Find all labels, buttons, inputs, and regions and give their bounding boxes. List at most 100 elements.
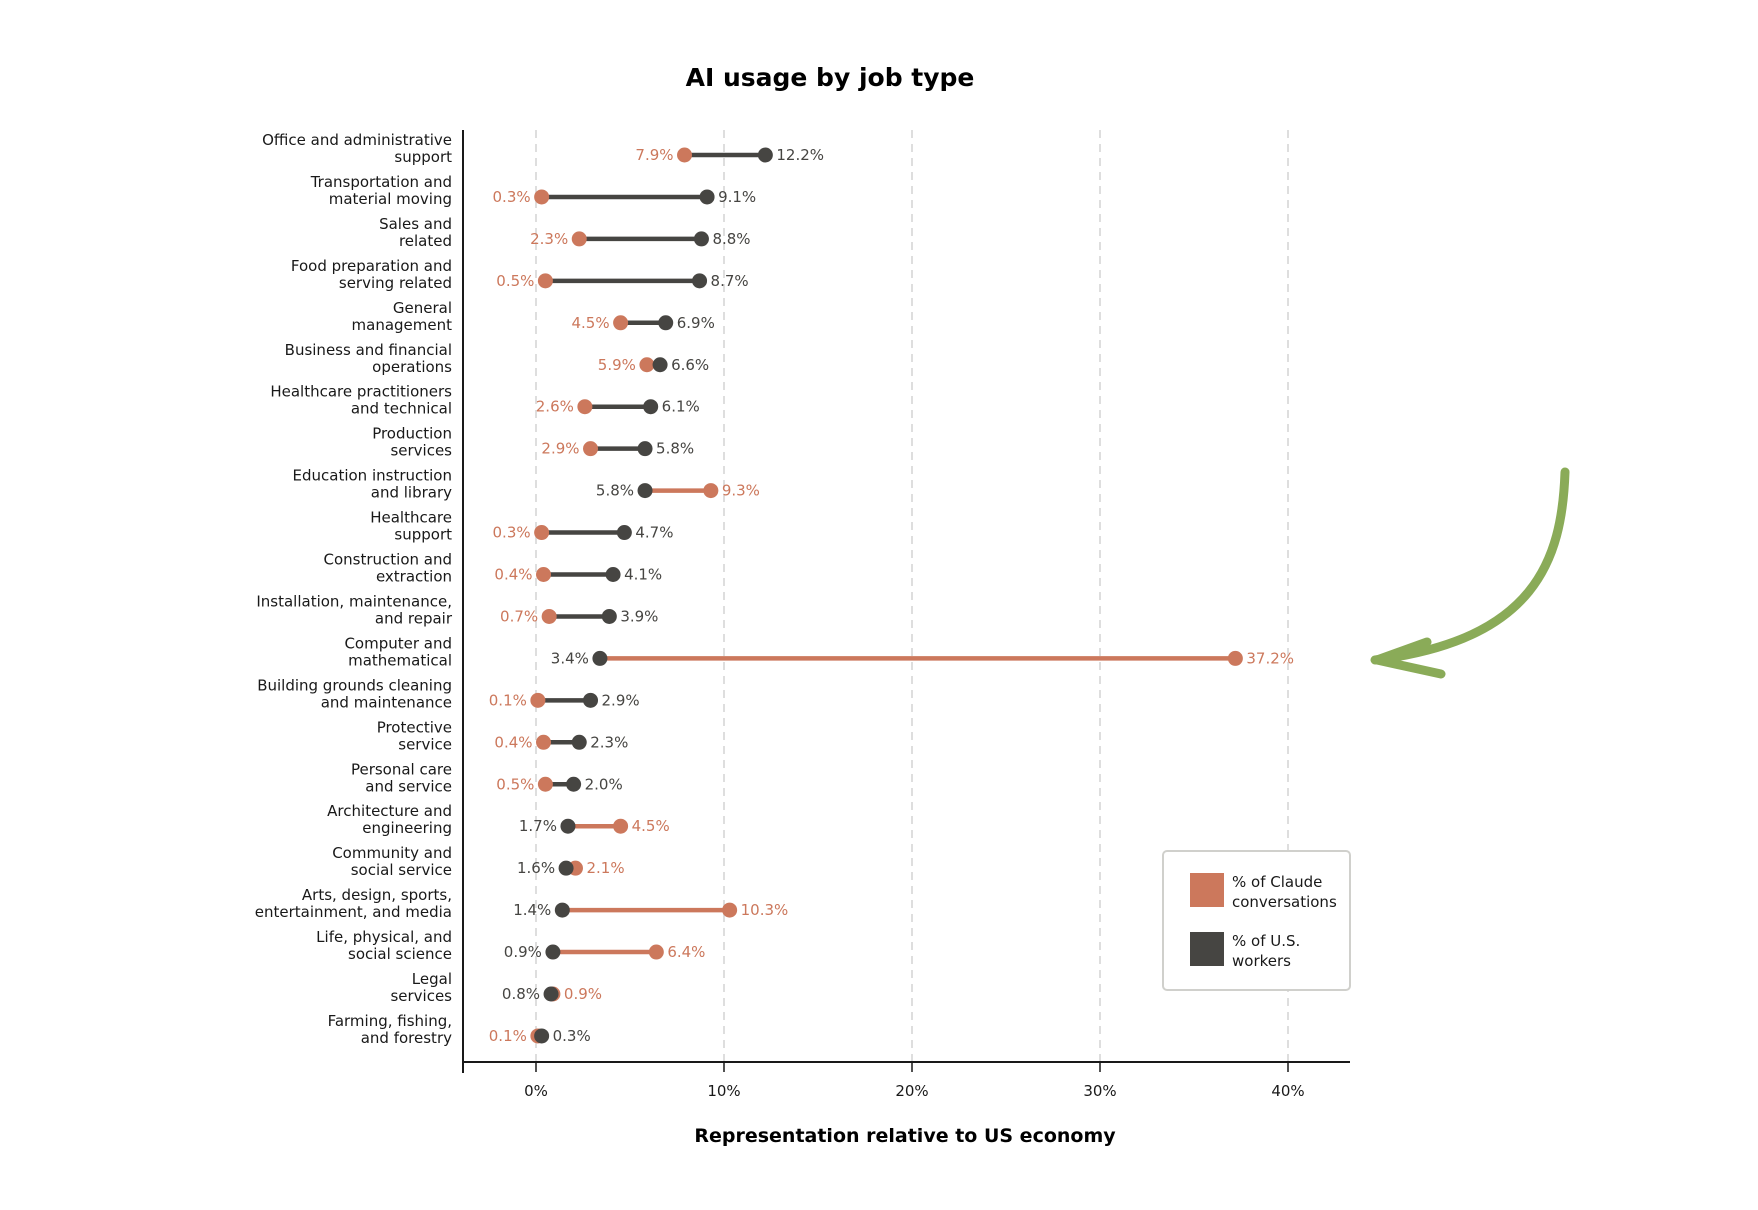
legend-swatch-workers	[1190, 932, 1224, 966]
claude-dot	[530, 692, 546, 708]
data-row: Life, physical, and social science 0.9% 6.4…	[316, 928, 705, 963]
workers-value-label: 2.0%	[585, 775, 623, 793]
category-label: Protective service	[377, 718, 452, 753]
category-label-line: Healthcare practitioners	[270, 383, 452, 401]
category-label-line: and forestry	[361, 1029, 452, 1047]
data-row: Legal services 0.8% 0.9%	[390, 970, 602, 1005]
workers-dot	[583, 692, 599, 708]
data-row: General management 4.5% 6.9%	[352, 299, 715, 334]
workers-value-label: 0.9%	[504, 943, 542, 961]
category-label-line: material moving	[329, 190, 452, 208]
category-label-line: services	[390, 442, 452, 460]
category-label-line: Installation, maintenance,	[256, 592, 452, 610]
workers-dot	[560, 818, 576, 834]
workers-dot	[545, 944, 561, 960]
category-label: Community and social service	[332, 844, 452, 879]
legend-label-claude: % of Claude conversations	[1232, 873, 1337, 911]
claude-dot	[537, 273, 553, 289]
legend-label-line: % of Claude	[1232, 873, 1322, 891]
category-label-line: Community and	[332, 844, 452, 862]
claude-value-label: 2.1%	[586, 859, 624, 877]
claude-dot	[677, 147, 693, 163]
category-label-line: Business and financial	[285, 341, 452, 359]
workers-value-label: 1.4%	[513, 901, 551, 919]
workers-value-label: 2.9%	[602, 691, 640, 709]
category-label: Computer and mathematical	[344, 634, 452, 669]
claude-dot	[613, 315, 629, 331]
data-row: Building grounds cleaning and maintenance…	[257, 676, 639, 711]
category-label-line: Computer and	[344, 634, 452, 652]
data-row: Installation, maintenance, and repair 0.7%…	[256, 592, 658, 627]
category-label: Healthcare practitioners and technical	[270, 383, 452, 418]
category-label-line: mathematical	[348, 651, 452, 669]
workers-dot	[699, 189, 715, 205]
claude-dot	[536, 734, 552, 750]
workers-dot	[601, 608, 617, 624]
data-row: Computer and mathematical 3.4% 37.2%	[344, 634, 1294, 669]
workers-value-label: 3.4%	[551, 649, 589, 667]
data-row: Arts, design, sports, entertainment, and …	[255, 886, 789, 921]
legend-label-workers: % of U.S. workers	[1232, 932, 1300, 970]
category-label-line: Arts, design, sports,	[302, 886, 452, 904]
claude-value-label: 0.3%	[493, 524, 531, 542]
data-row: Community and social service 1.6% 2.1%	[332, 844, 624, 879]
category-label: Installation, maintenance, and repair	[256, 592, 452, 627]
claude-value-label: 0.3%	[493, 188, 531, 206]
category-label-line: Transportation and	[310, 173, 452, 191]
legend-swatch-claude	[1190, 873, 1224, 907]
data-row: Healthcare practitioners and technical 2.6…	[270, 383, 699, 418]
claude-dot	[537, 776, 553, 792]
arrow-curve	[1370, 467, 1570, 665]
category-label-line: Farming, fishing,	[328, 1012, 452, 1030]
category-label: Production services	[372, 425, 452, 460]
legend-label-line: % of U.S.	[1232, 932, 1300, 950]
workers-value-label: 3.9%	[620, 607, 658, 625]
category-label-line: and maintenance	[321, 693, 452, 711]
category-label: Office and administrative support	[262, 131, 452, 166]
category-label: Architecture and engineering	[327, 802, 452, 837]
category-label: Building grounds cleaning and maintenance	[257, 676, 452, 711]
category-label: Business and financial operations	[285, 341, 453, 376]
category-label: Life, physical, and social science	[316, 928, 452, 963]
claude-value-label: 6.4%	[667, 943, 705, 961]
workers-value-label: 12.2%	[776, 146, 824, 164]
claude-value-label: 2.3%	[530, 230, 568, 248]
claude-value-label: 0.4%	[494, 733, 532, 751]
data-row: Farming, fishing, and forestry 0.1% 0.3%	[328, 1012, 591, 1047]
data-rows: Office and administrative support 7.9% 12.2…	[255, 131, 1294, 1047]
category-label: Healthcare support	[370, 509, 452, 544]
workers-value-label: 1.6%	[517, 859, 555, 877]
axes: 0% 10% 20% 30% 40%	[462, 130, 1350, 1100]
category-label: Legal services	[390, 970, 452, 1005]
workers-value-label: 6.9%	[677, 314, 715, 332]
workers-value-label: 4.7%	[635, 524, 673, 542]
data-row: Transportation and material moving 0.3% 9.1…	[310, 173, 757, 208]
category-label: Construction and extraction	[324, 551, 453, 586]
x-tick-label: 40%	[1271, 1082, 1304, 1100]
category-label: Education instruction and library	[293, 467, 453, 502]
legend: % of Claude conversations % of U.S. workers	[1162, 850, 1351, 991]
category-label-line: support	[394, 526, 452, 544]
workers-dot	[605, 567, 621, 582]
claude-dot	[583, 441, 599, 457]
workers-dot	[571, 734, 587, 750]
category-label-line: Protective	[377, 718, 452, 736]
category-label-line: and repair	[375, 609, 453, 627]
workers-dot	[693, 231, 709, 247]
claude-value-label: 0.5%	[496, 272, 534, 290]
claude-dot	[648, 944, 664, 960]
claude-value-label: 0.1%	[489, 1027, 527, 1045]
workers-dot	[616, 525, 632, 541]
claude-dot	[639, 357, 655, 373]
category-label-line: engineering	[362, 819, 452, 837]
claude-value-label: 4.5%	[632, 817, 670, 835]
category-label-line: social science	[348, 945, 452, 963]
claude-value-label: 10.3%	[741, 901, 789, 919]
claude-dot	[534, 189, 550, 205]
workers-value-label: 1.7%	[519, 817, 557, 835]
category-label: Personal care and service	[351, 760, 452, 795]
category-label: Sales and related	[379, 215, 452, 250]
claude-value-label: 0.4%	[494, 566, 532, 584]
x-tick-label: 10%	[707, 1082, 740, 1100]
